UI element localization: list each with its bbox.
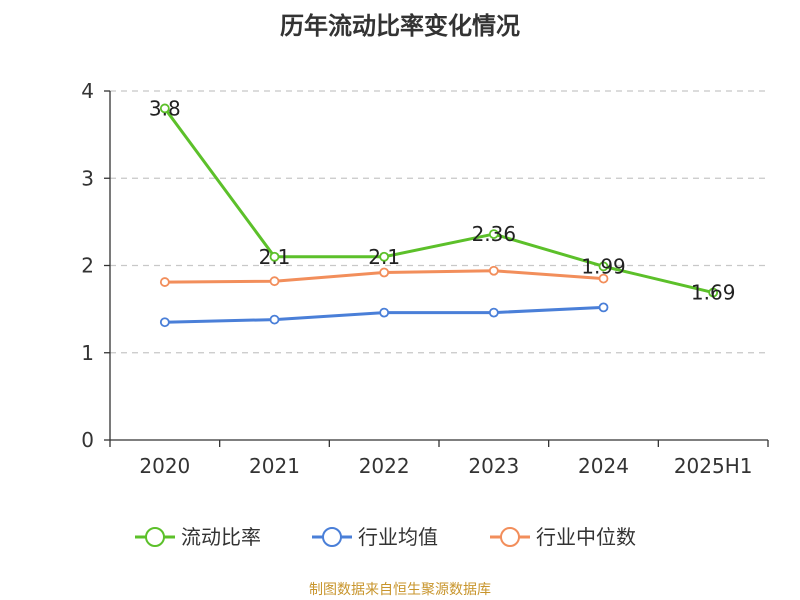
y-tick-label: 4 [81, 79, 94, 103]
data-point [708, 287, 719, 298]
x-tick-label: 2021 [249, 454, 300, 478]
data-point [269, 276, 280, 287]
data-point [488, 229, 499, 239]
data-point [598, 261, 609, 272]
legend: 流动比率 行业均值 行业中位数 [135, 525, 636, 549]
y-tick-label: 1 [81, 341, 94, 365]
legend-item: 流动比率 [135, 525, 261, 549]
legend-label: 流动比率 [181, 525, 261, 549]
data-point [488, 265, 499, 276]
data-point [598, 302, 609, 313]
series-line [163, 107, 714, 295]
axis-layer: 0 1 2 3 4 2020 2021 2022 2023 2024 2025H1 [81, 79, 769, 478]
x-tick-label: 2023 [468, 454, 519, 478]
data-point [598, 273, 609, 284]
y-tick-label: 0 [81, 428, 94, 452]
legend-marker [145, 527, 165, 547]
data-point [159, 103, 170, 114]
data-label: 3.8 [149, 96, 181, 120]
legend-marker [500, 527, 520, 547]
data-point [159, 317, 170, 328]
legend-label: 行业均值 [358, 525, 438, 549]
data-point [269, 251, 280, 262]
data-label-layer: 3.8 2.1 2.1 2.36 1.99 1.69 [149, 96, 736, 304]
source-note: 制图数据来自恒生聚源数据库 [309, 582, 491, 598]
data-point [379, 307, 390, 318]
data-point [379, 267, 390, 278]
legend-item: 行业均值 [312, 525, 438, 549]
data-point [379, 251, 390, 262]
data-label: 2.1 [368, 245, 400, 269]
legend-label: 行业中位数 [536, 525, 636, 549]
x-tick-label: 2024 [578, 454, 629, 478]
series-layer [159, 103, 719, 328]
data-label: 2.1 [259, 245, 291, 269]
data-label: 1.69 [691, 281, 736, 305]
data-point [159, 277, 170, 287]
x-tick-label: 2025H1 [674, 454, 753, 478]
data-point [488, 307, 499, 318]
x-tick-label: 2022 [359, 454, 410, 478]
data-label: 1.99 [581, 254, 626, 278]
chart-title: 历年流动比率变化情况 [280, 12, 520, 40]
y-tick-label: 2 [81, 254, 94, 278]
data-point [269, 314, 280, 325]
legend-marker [322, 527, 342, 547]
data-label: 2.36 [472, 222, 517, 246]
legend-item: 行业中位数 [490, 525, 636, 549]
x-tick-label: 2020 [139, 454, 190, 478]
y-tick-label: 3 [81, 166, 94, 190]
